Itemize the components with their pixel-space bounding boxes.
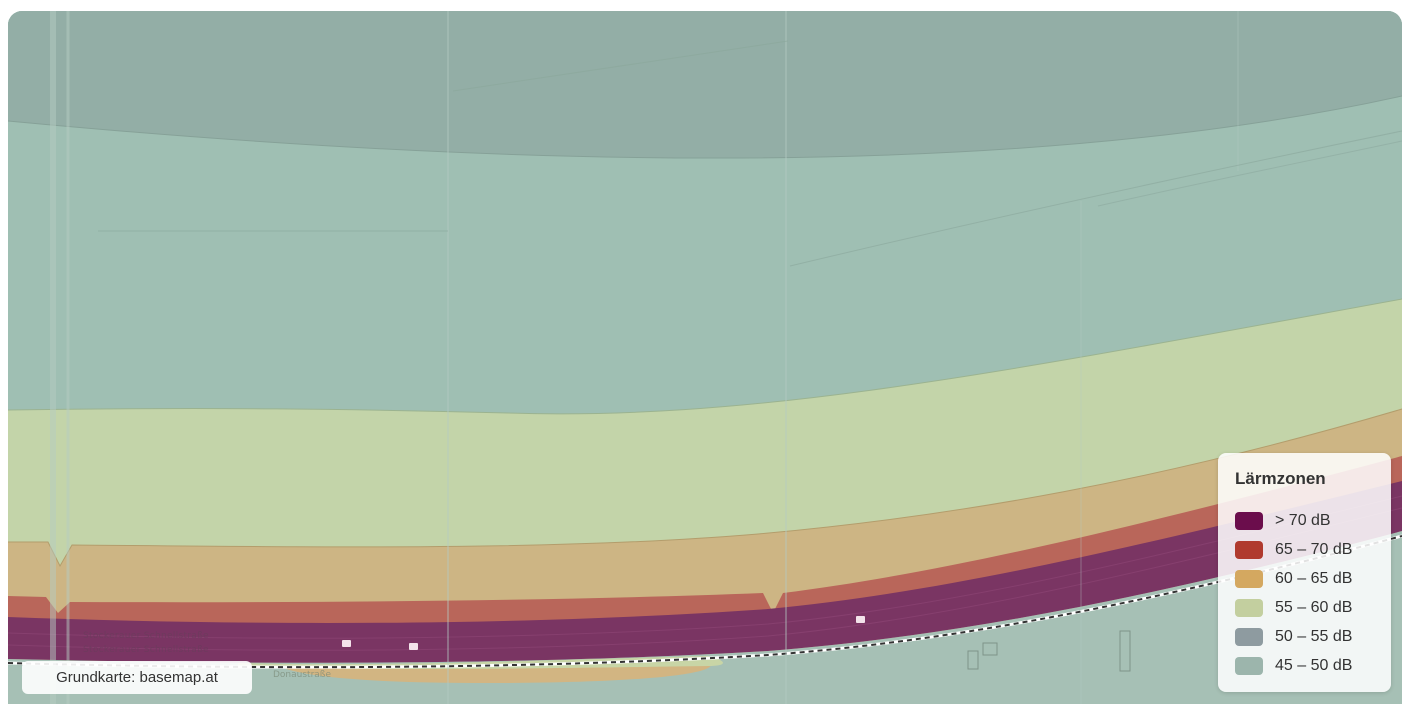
legend-swatch — [1235, 569, 1263, 588]
road-marker — [856, 616, 865, 623]
legend-item: 65 – 70 dB — [1235, 535, 1375, 564]
legend-swatch — [1235, 540, 1263, 559]
zone-over-70 — [8, 481, 1402, 663]
legend-item: 50 – 55 dB — [1235, 622, 1375, 651]
basemap-road — [1097, 140, 1402, 207]
street-label: Donaustraße — [273, 670, 331, 680]
legend-item: > 70 dB — [1235, 506, 1375, 535]
zone-boundary — [8, 408, 1402, 568]
legend-swatch — [1235, 627, 1263, 646]
street-label: Stockerauer Schnellstraße — [83, 631, 209, 641]
map-legend: Lärmzonen > 70 dB 65 – 70 dB 60 – 65 dB … — [1218, 453, 1391, 692]
road-lane — [8, 495, 1402, 639]
legend-item: 45 – 50 dB — [1235, 651, 1375, 680]
legend-label: > 70 dB — [1275, 511, 1331, 529]
legend-swatch — [1235, 656, 1263, 675]
legend-item: 55 – 60 dB — [1235, 593, 1375, 622]
road-marker — [409, 643, 418, 650]
legend-label: 55 – 60 dB — [1275, 598, 1353, 616]
basemap-road — [789, 130, 1402, 267]
legend-label: 50 – 55 dB — [1275, 627, 1353, 645]
legend-label: 60 – 65 dB — [1275, 569, 1353, 587]
legend-list: > 70 dB 65 – 70 dB 60 – 65 dB 55 – 60 dB… — [1235, 506, 1375, 680]
legend-title: Lärmzonen — [1235, 469, 1326, 488]
zone-boundary — [8, 298, 1402, 415]
noise-map[interactable]: Stockerauer Schnellstraße Stockerauer Sc… — [8, 11, 1402, 704]
street-label: Stockerauer Schnellstraße — [83, 645, 209, 655]
legend-swatch — [1235, 598, 1263, 617]
road-lane — [8, 507, 1402, 651]
zone-boundary — [8, 95, 1402, 159]
basemap-road — [452, 40, 789, 92]
railway-line — [8, 535, 1402, 669]
legend-item: 60 – 65 dB — [1235, 564, 1375, 593]
zone-45-50-south — [8, 531, 1402, 704]
zone-50-55 — [8, 11, 1402, 159]
legend-swatch — [1235, 511, 1263, 530]
map-view[interactable]: Stockerauer Schnellstraße Stockerauer Sc… — [8, 11, 1402, 704]
building — [1119, 630, 1131, 672]
legend-label: 65 – 70 dB — [1275, 540, 1353, 558]
building — [982, 642, 998, 656]
road-marker — [342, 640, 351, 647]
map-attribution[interactable]: Grundkarte: basemap.at — [22, 661, 252, 694]
building — [967, 650, 979, 670]
legend-label: 45 – 50 dB — [1275, 656, 1353, 674]
